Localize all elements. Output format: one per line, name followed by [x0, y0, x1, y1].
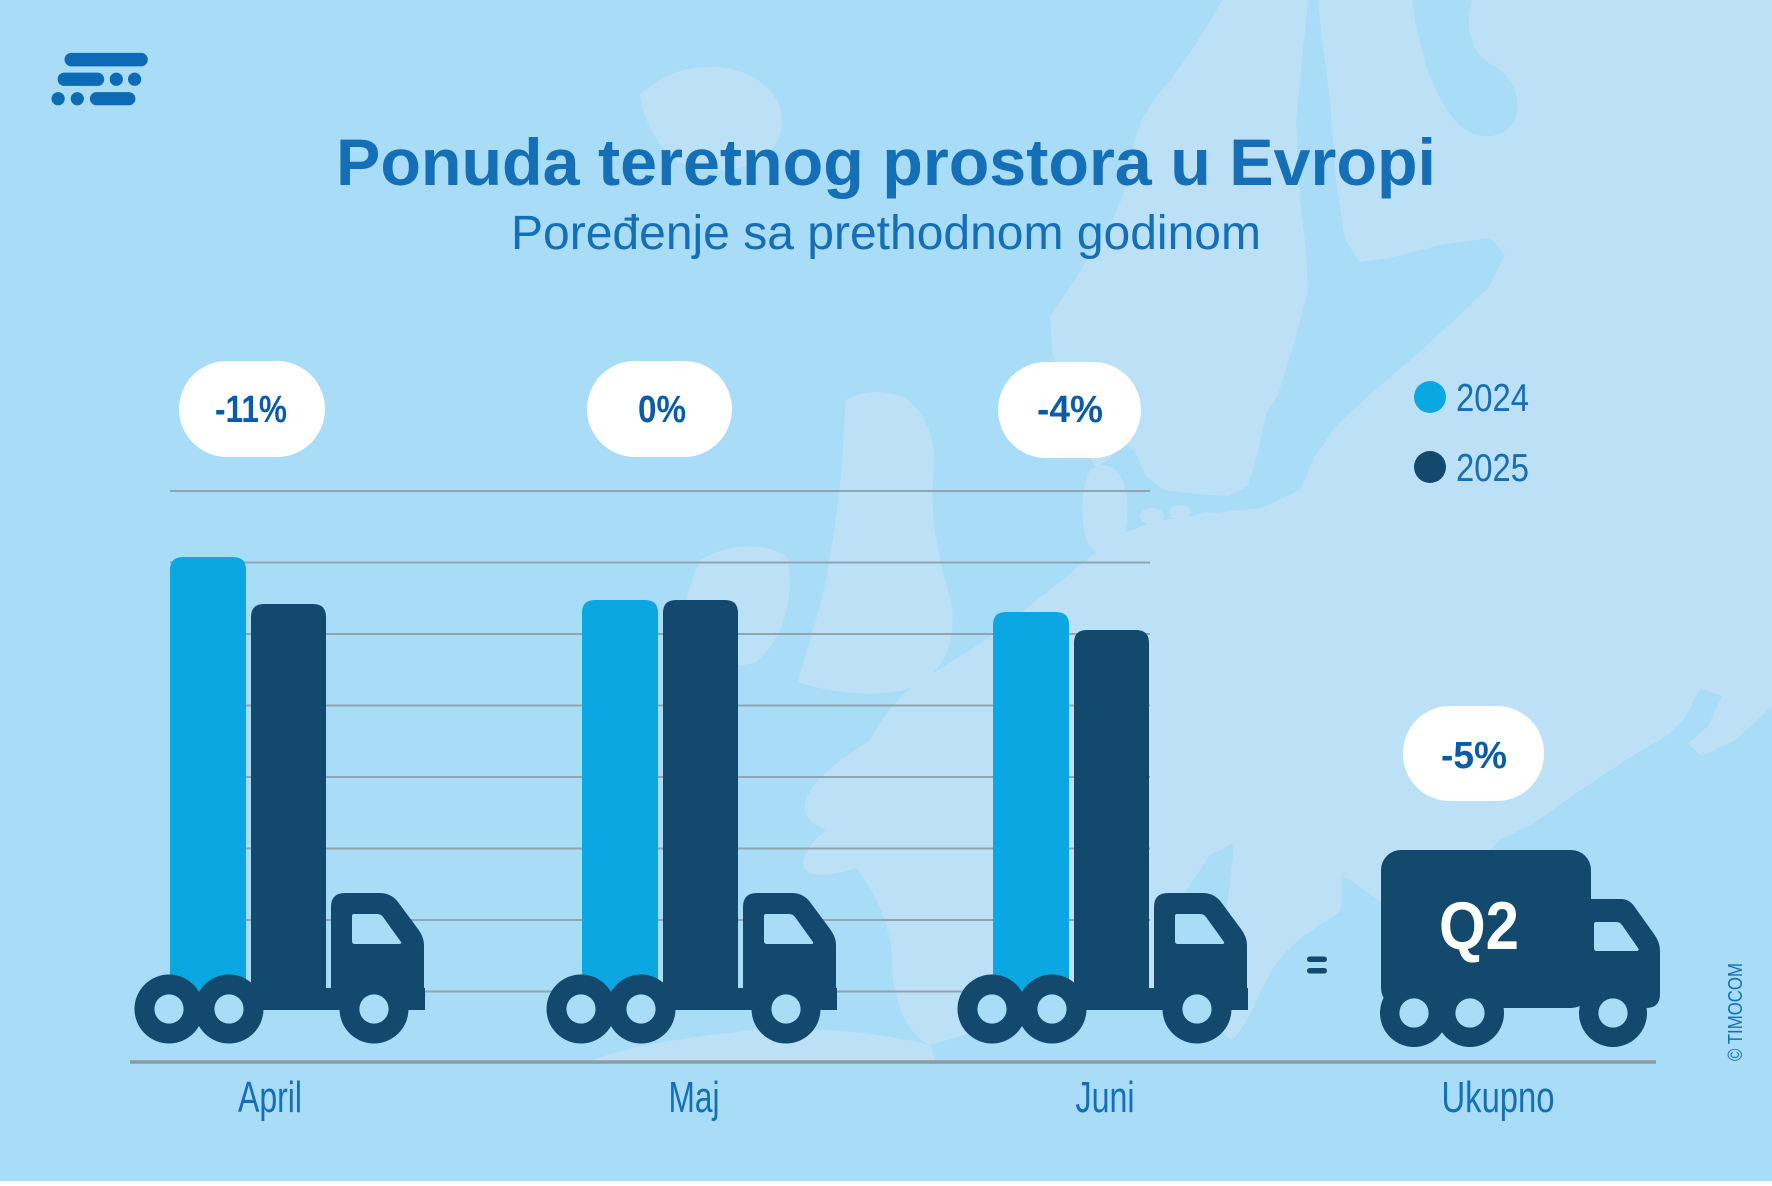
- svg-text:Poređenje sa prethodnom godino: Poređenje sa prethodnom godinom: [511, 207, 1261, 260]
- svg-text:Q2: Q2: [1439, 888, 1519, 964]
- svg-text:2024: 2024: [1456, 377, 1529, 420]
- svg-text:2025: 2025: [1456, 447, 1529, 490]
- svg-text:Ponuda teretnog prostora u Evr: Ponuda teretnog prostora u Evropi: [336, 125, 1436, 199]
- svg-text:© TIMOCOM: © TIMOCOM: [1725, 963, 1747, 1061]
- svg-text:0%: 0%: [638, 389, 686, 431]
- svg-text:Juni: Juni: [1076, 1073, 1135, 1122]
- svg-text:April: April: [238, 1073, 302, 1122]
- svg-text:-11%: -11%: [215, 389, 287, 431]
- svg-text:-5%: -5%: [1441, 735, 1507, 777]
- svg-text:Ukupno: Ukupno: [1442, 1073, 1555, 1122]
- svg-text:-4%: -4%: [1037, 389, 1103, 431]
- svg-text:Maj: Maj: [669, 1073, 720, 1122]
